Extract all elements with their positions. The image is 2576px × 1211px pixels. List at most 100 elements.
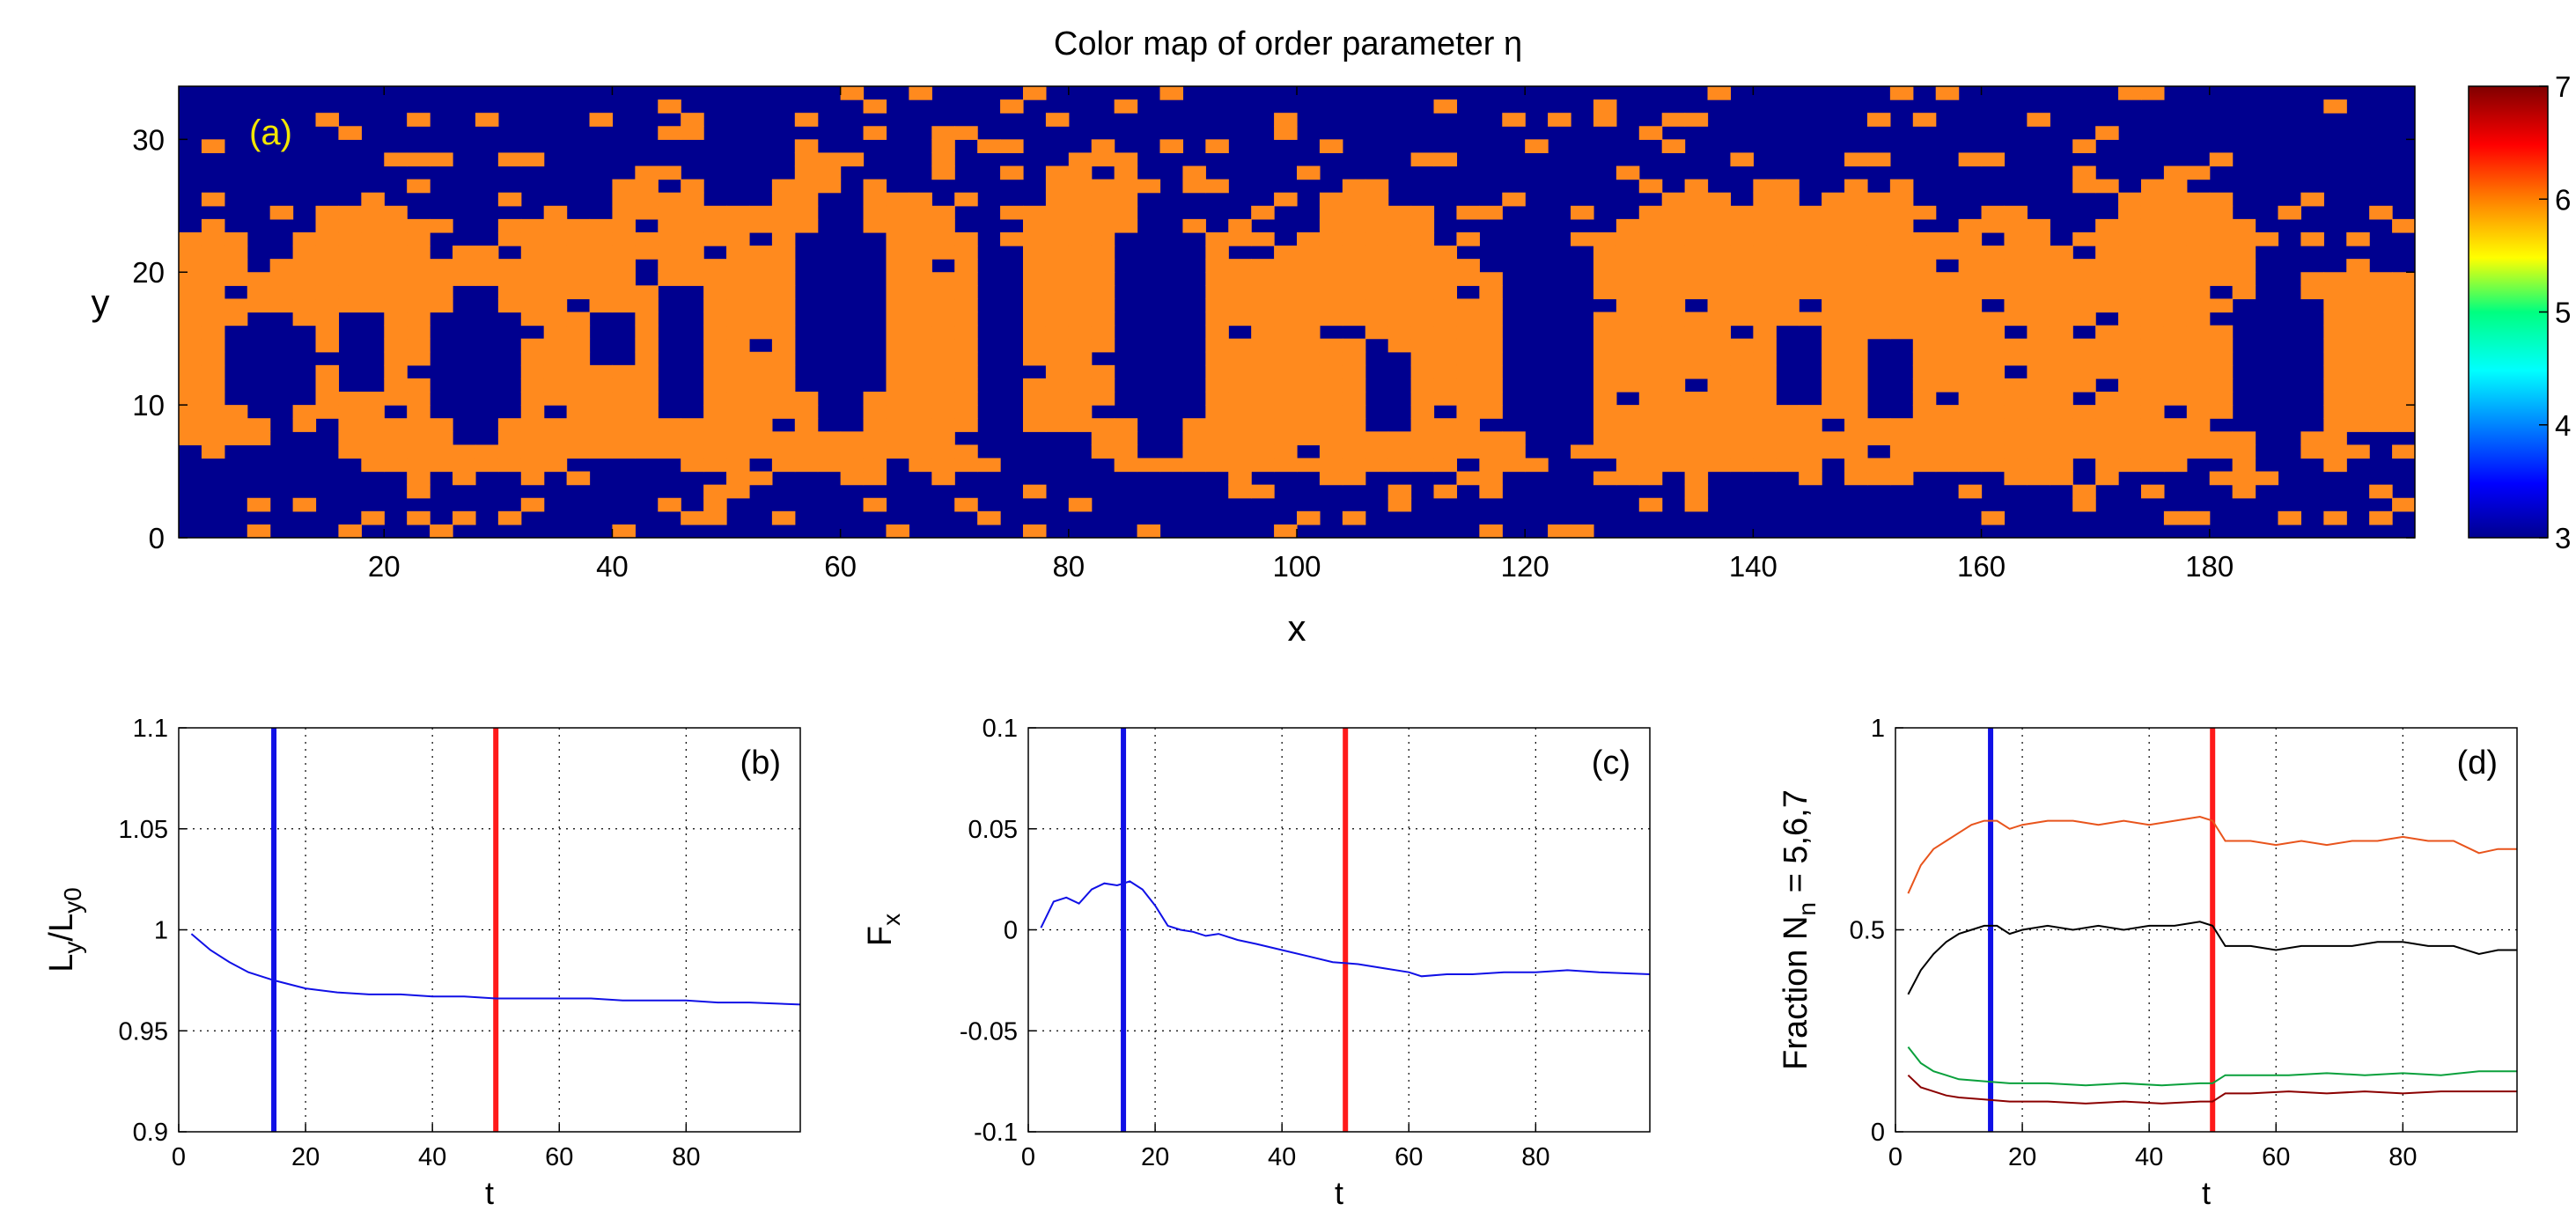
heatmap-cell [1593, 405, 1617, 419]
heatmap-cell [589, 259, 614, 273]
heatmap-cell [201, 259, 225, 273]
heatmap-cell [658, 497, 681, 512]
heatmap-cell [909, 246, 932, 260]
heatmap-cell [1753, 192, 1777, 207]
heatmap-cell [407, 444, 431, 459]
heatmap-cell [840, 86, 865, 100]
heatmap-cell [2140, 338, 2165, 353]
heatmap-cell [520, 431, 545, 445]
heatmap-cell [1799, 431, 1822, 445]
heatmap-cell [2323, 312, 2347, 327]
heatmap-cell [863, 392, 887, 406]
heatmap-cell [2369, 325, 2393, 340]
heatmap-cell [1342, 231, 1366, 246]
heatmap-cell [1274, 298, 1298, 313]
heatmap-cell [1410, 246, 1435, 260]
heatmap-cell [2392, 405, 2416, 419]
heatmap-cell [1091, 431, 1115, 445]
heatmap-cell [1022, 272, 1047, 286]
heatmap-cell [1616, 231, 1640, 246]
heatmap-cell [1228, 405, 1252, 419]
heatmap-cell [2050, 392, 2073, 406]
heatmap-cell [748, 405, 773, 419]
heatmap-cell [2232, 458, 2256, 473]
heatmap-cell [1799, 444, 1822, 459]
heatmap-cell [1502, 444, 1526, 459]
heatmap-cell [520, 231, 545, 246]
heatmap-cell [361, 285, 385, 300]
heatmap-cell [1799, 418, 1822, 432]
heatmap-cell [658, 99, 681, 114]
heatmap-cell [2050, 405, 2073, 419]
heatmap-cell [1616, 378, 1640, 393]
heatmap-cell [886, 205, 909, 220]
heatmap-cell [1912, 378, 1937, 393]
heatmap-cell [1479, 285, 1503, 300]
heatmap-cell [1730, 418, 1754, 432]
heatmap-cell [1228, 218, 1252, 233]
heatmap-cell [909, 364, 932, 379]
heatmap-cell [1205, 231, 1229, 246]
heatmap-cell [954, 312, 978, 327]
heatmap-cell [1387, 484, 1412, 499]
heatmap-cell [1205, 378, 1229, 393]
heatmap-cell [1912, 246, 1937, 260]
heatmap-cell [1593, 351, 1617, 366]
heatmap-cell [1205, 418, 1229, 432]
heatmap-cell [2346, 285, 2370, 300]
heatmap-cell [475, 246, 499, 260]
heatmap-cell [315, 259, 340, 273]
heatmap-cell [2346, 444, 2370, 459]
heatmap-cell [2118, 218, 2142, 233]
heatmap-cell [453, 458, 476, 473]
heatmap-cell [1274, 524, 1298, 539]
heatmap-cell [2186, 418, 2211, 432]
heatmap-cell [224, 405, 248, 419]
heatmap-cell [269, 298, 294, 313]
heatmap-cell [2050, 418, 2073, 432]
heatmap-cell [703, 364, 727, 379]
x-tick-label: 80 [1052, 550, 1085, 583]
heatmap-cell [2140, 444, 2165, 459]
heatmap-cell [1889, 471, 1914, 486]
heatmap-cell [1045, 285, 1070, 300]
heatmap-cell [2186, 392, 2211, 406]
heatmap-cell [361, 231, 385, 246]
heatmap-cell [384, 218, 408, 233]
heatmap-cell [1799, 246, 1822, 260]
heatmap-cell [1319, 285, 1343, 300]
heatmap-cell [1638, 246, 1663, 260]
heatmap-cell [1410, 152, 1435, 167]
heatmap-cell [1707, 231, 1732, 246]
heatmap-cell [2140, 231, 2165, 246]
heatmap-cell [2346, 325, 2370, 340]
heatmap-cell [1228, 231, 1252, 246]
heatmap-cell [1433, 458, 1458, 473]
heatmap-cell [292, 298, 317, 313]
heatmap-cell [1593, 99, 1617, 114]
heatmap-cell [1114, 218, 1138, 233]
heatmap-cell [886, 231, 909, 246]
heatmap-cell [1616, 418, 1640, 432]
heatmap-cell [566, 444, 591, 459]
heatmap-cell [840, 152, 865, 167]
heatmap-cell [1274, 351, 1298, 366]
heatmap-cell [2140, 378, 2165, 393]
heatmap-cell [1410, 431, 1435, 445]
heatmap-cell [886, 312, 909, 327]
heatmap-cell [681, 259, 704, 273]
heatmap-cell [2140, 418, 2165, 432]
heatmap-cell [1479, 364, 1503, 379]
heatmap-cell [2027, 285, 2050, 300]
heatmap-cell [2392, 392, 2416, 406]
heatmap-cell [1274, 338, 1298, 353]
heatmap-cell [1912, 405, 1937, 419]
heatmap-cell [2186, 259, 2211, 273]
heatmap-cell [1638, 338, 1663, 353]
heatmap-cell [1114, 179, 1138, 194]
heatmap-cell [1297, 431, 1321, 445]
x-tick-label: 80 [672, 1143, 700, 1171]
heatmap-cell [2140, 298, 2165, 313]
heatmap-cell [543, 378, 568, 393]
heatmap-cell [1958, 298, 1983, 313]
